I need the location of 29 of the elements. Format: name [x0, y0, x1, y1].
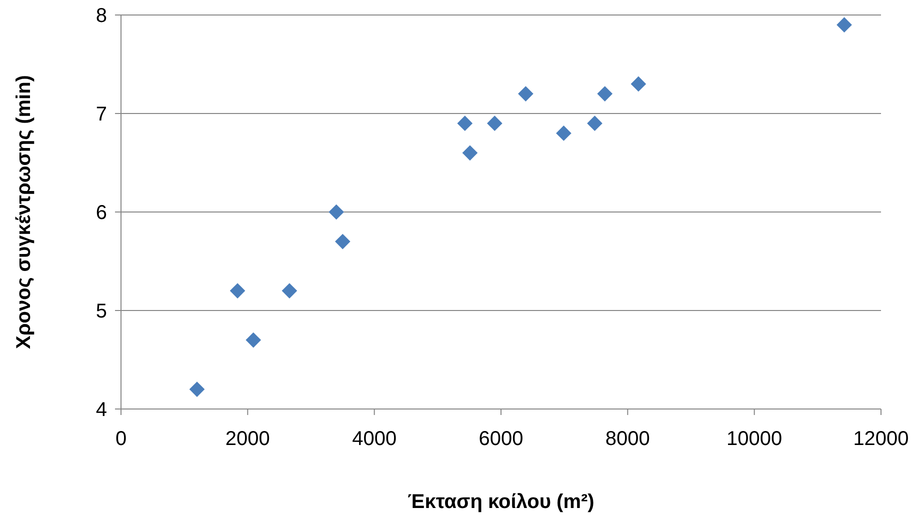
- point: [597, 86, 613, 102]
- point: [486, 116, 502, 132]
- x-tick-label: 10000: [726, 428, 782, 450]
- y-tick-label: 5: [96, 300, 107, 322]
- x-tick-label: 8000: [605, 428, 650, 450]
- y-tick-label: 6: [96, 202, 107, 224]
- point: [246, 332, 262, 348]
- point: [334, 234, 350, 250]
- x-tick-label: 6000: [478, 428, 524, 450]
- point: [518, 86, 534, 102]
- point: [328, 204, 344, 220]
- y-tick-label: 4: [96, 399, 107, 421]
- y-tick-label: 7: [96, 104, 107, 126]
- y-tick-label: 8: [96, 5, 107, 27]
- point: [556, 126, 572, 141]
- y-axis-title: Χρονος συγκέντρωσης (min): [13, 75, 35, 349]
- point: [230, 283, 246, 298]
- x-tick-label: 12000: [853, 428, 909, 450]
- point: [462, 145, 478, 161]
- x-axis-title: Έκταση κοίλου (m²): [408, 491, 594, 513]
- point: [587, 116, 602, 132]
- x-tick-label: 4000: [352, 428, 397, 450]
- point: [457, 116, 473, 132]
- point: [189, 382, 205, 397]
- point: [630, 76, 646, 92]
- point: [282, 283, 298, 298]
- point: [836, 17, 852, 33]
- x-tick-label: 2000: [225, 428, 270, 450]
- x-tick-label: 0: [115, 428, 127, 450]
